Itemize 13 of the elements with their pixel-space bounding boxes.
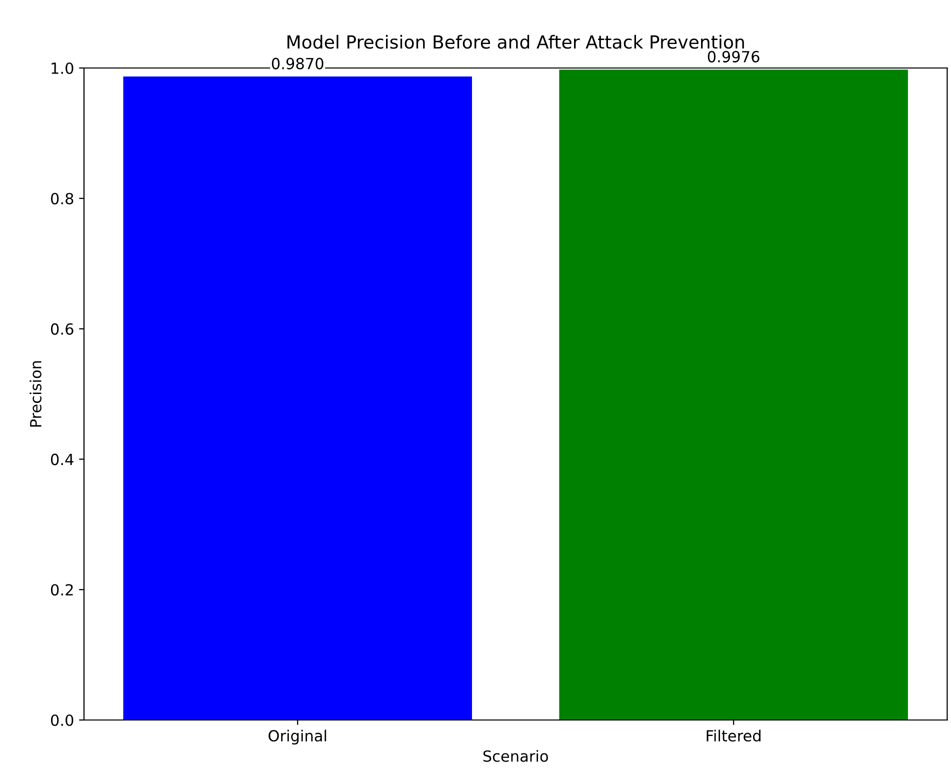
x-tick-label: Filtered [706, 730, 760, 742]
x-tick-label: Original [268, 730, 326, 745]
y-tick-label: 0.6 [50, 323, 74, 335]
y-tick-label: 0.0 [50, 714, 74, 726]
data-label: 0.9870 [272, 58, 324, 70]
y-tick-label: 0.8 [50, 192, 74, 204]
chart-title: Model Precision Before and After Attack Prevention [288, 34, 744, 49]
y-axis-title: Precision [30, 361, 42, 427]
data-label: 0.9976 [708, 50, 760, 62]
y-tick-label: 1.0 [52, 62, 74, 74]
y-tick-label: 0.4 [50, 454, 74, 466]
x-axis-title: Scenario [483, 750, 548, 762]
y-tick-label: 0.2 [50, 584, 73, 596]
